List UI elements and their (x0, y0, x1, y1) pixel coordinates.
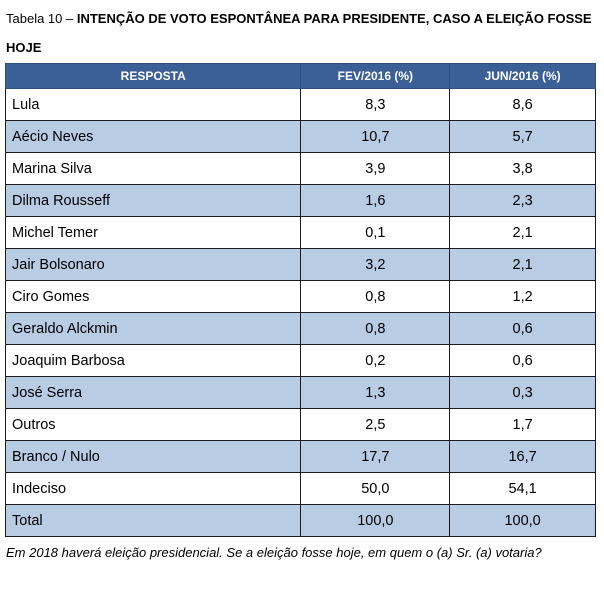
cell-resposta: José Serra (4, 376, 302, 409)
table-row: Indeciso 50,0 54,1 (4, 472, 596, 505)
cell-fev-2016: 10,7 (300, 120, 451, 153)
cell-jun-2016: 100,0 (449, 504, 596, 537)
cell-resposta: Outros (4, 408, 302, 441)
cell-jun-2016: 16,7 (449, 440, 596, 473)
table-row: Marina Silva 3,9 3,8 (4, 152, 596, 185)
cell-resposta: Jair Bolsonaro (4, 248, 302, 281)
cell-resposta: Geraldo Alckmin (4, 312, 302, 345)
table-row: Joaquim Barbosa 0,2 0,6 (4, 344, 596, 377)
cell-fev-2016: 8,3 (300, 88, 451, 121)
cell-resposta: Aécio Neves (4, 120, 302, 153)
cell-resposta: Michel Temer (4, 216, 302, 249)
cell-fev-2016: 0,1 (300, 216, 451, 249)
cell-fev-2016: 1,3 (300, 376, 451, 409)
cell-fev-2016: 0,2 (300, 344, 451, 377)
table-row: José Serra 1,3 0,3 (4, 376, 596, 409)
table-row: Dilma Rousseff 1,6 2,3 (4, 184, 596, 217)
header-jun-2016: JUN/2016 (%) (449, 63, 596, 89)
header-fev-2016: FEV/2016 (%) (300, 63, 451, 89)
cell-fev-2016: 2,5 (300, 408, 451, 441)
cell-jun-2016: 0,6 (449, 312, 596, 345)
table-row: Total 100,0 100,0 (4, 504, 596, 537)
cell-resposta: Lula (4, 88, 302, 121)
table-row: Geraldo Alckmin 0,8 0,6 (4, 312, 596, 345)
cell-resposta: Marina Silva (4, 152, 302, 185)
cell-resposta: Dilma Rousseff (4, 184, 302, 217)
cell-jun-2016: 2,1 (449, 216, 596, 249)
cell-fev-2016: 3,2 (300, 248, 451, 281)
cell-fev-2016: 17,7 (300, 440, 451, 473)
cell-resposta: Total (4, 504, 302, 537)
cell-resposta: Branco / Nulo (4, 440, 302, 473)
cell-jun-2016: 8,6 (449, 88, 596, 121)
cell-jun-2016: 5,7 (449, 120, 596, 153)
table-row: Aécio Neves 10,7 5,7 (4, 120, 596, 153)
cell-jun-2016: 1,2 (449, 280, 596, 313)
cell-resposta: Ciro Gomes (4, 280, 302, 313)
cell-fev-2016: 3,9 (300, 152, 451, 185)
cell-resposta: Indeciso (4, 472, 302, 505)
cell-fev-2016: 1,6 (300, 184, 451, 217)
cell-jun-2016: 1,7 (449, 408, 596, 441)
cell-fev-2016: 0,8 (300, 312, 451, 345)
cell-jun-2016: 0,6 (449, 344, 596, 377)
cell-fev-2016: 0,8 (300, 280, 451, 313)
header-resposta: RESPOSTA (4, 63, 302, 89)
cell-jun-2016: 2,3 (449, 184, 596, 217)
table-body: Lula 8,3 8,6 Aécio Neves 10,7 5,7 Marina Silva… (4, 88, 596, 537)
vote-intention-table: RESPOSTA FEV/2016 (%) JUN/2016 (%) Lula 8… (4, 63, 596, 537)
table-caption: Tabela 10 – INTENÇÃO DE VOTO ESPONTÂNEA … (6, 4, 598, 62)
table-row: Outros 2,5 1,7 (4, 408, 596, 441)
table-header-row: RESPOSTA FEV/2016 (%) JUN/2016 (%) (4, 63, 596, 89)
cell-resposta: Joaquim Barbosa (4, 344, 302, 377)
footnote-question: Em 2018 haverá eleição presidencial. Se … (6, 545, 542, 560)
cell-fev-2016: 100,0 (300, 504, 451, 537)
caption-title: INTENÇÃO DE VOTO ESPONTÂNEA PARA PRESIDE… (6, 11, 592, 55)
table-row: Jair Bolsonaro 3,2 2,1 (4, 248, 596, 281)
cell-fev-2016: 50,0 (300, 472, 451, 505)
table-row: Ciro Gomes 0,8 1,2 (4, 280, 596, 313)
cell-jun-2016: 3,8 (449, 152, 596, 185)
table-row: Lula 8,3 8,6 (4, 88, 596, 121)
table-row: Branco / Nulo 17,7 16,7 (4, 440, 596, 473)
table-row: Michel Temer 0,1 2,1 (4, 216, 596, 249)
cell-jun-2016: 0,3 (449, 376, 596, 409)
caption-label: Tabela 10 – (6, 11, 77, 26)
cell-jun-2016: 54,1 (449, 472, 596, 505)
cell-jun-2016: 2,1 (449, 248, 596, 281)
